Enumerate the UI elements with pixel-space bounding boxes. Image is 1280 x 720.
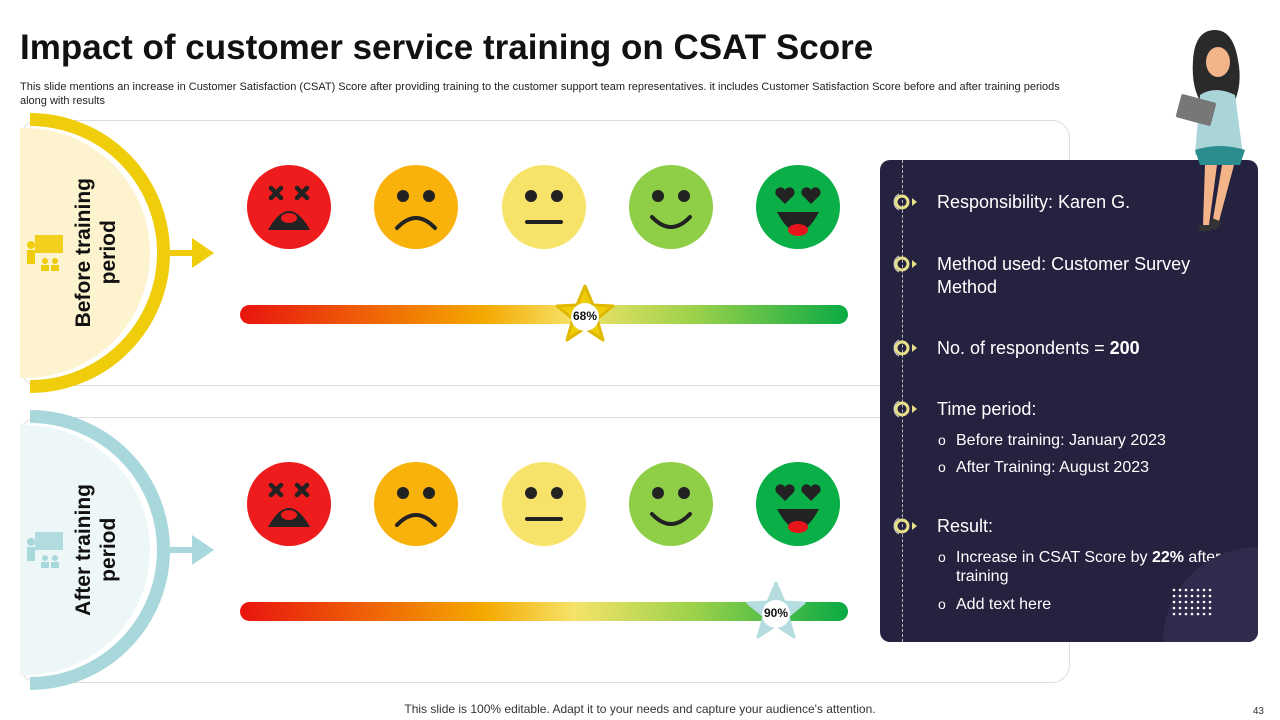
item-text: Time period:: [937, 399, 1037, 419]
sub-item: Before training: January 2023: [938, 431, 1228, 450]
page-title: Impact of customer service training on C…: [20, 28, 874, 67]
sub-item: Add text here: [938, 595, 1228, 614]
sub-item: Increase in CSAT Score by 22% after trai…: [938, 548, 1228, 586]
page-number: 43: [1252, 706, 1264, 717]
page-subtitle: This slide mentions an increase in Custo…: [20, 81, 1060, 107]
section-label: After training period: [68, 445, 124, 655]
dissatisfied-face-icon: [373, 461, 459, 547]
neutral-face-icon: [501, 164, 587, 250]
dissatisfied-face-icon: [373, 164, 459, 250]
details-panel: Responsibility: Karen G. Method used: Cu…: [880, 160, 1258, 642]
woman-with-laptop-illustration: [1175, 30, 1245, 231]
footer-text: This slide is 100% editable. Adapt it to…: [404, 702, 876, 716]
score-star-marker: 68%: [554, 283, 616, 345]
label-line: period: [97, 220, 120, 286]
bullet-target-icon: [893, 517, 917, 535]
score-star-marker: 90%: [745, 580, 807, 642]
label-line: period: [97, 517, 120, 583]
section-label: Before training period: [68, 148, 124, 358]
satisfied-face-icon: [628, 164, 714, 250]
training-presentation-icon: [27, 235, 63, 271]
section-arc: [29, 113, 170, 393]
arrow-right-icon: [170, 535, 214, 565]
training-presentation-icon: [27, 532, 63, 568]
item-text: No. of respondents = 200: [937, 337, 1237, 360]
neutral-face-icon: [501, 461, 587, 547]
bullet-target-icon: [893, 339, 917, 357]
item-text: Responsibility: Karen G.: [937, 192, 1131, 212]
respondents-value: 200: [1109, 338, 1140, 358]
very-satisfied-face-icon: [755, 461, 841, 547]
score-label: 90%: [763, 606, 789, 620]
very-dissatisfied-face-icon: [246, 164, 332, 250]
bullet-target-icon: [893, 193, 917, 211]
decorative-circle-dots: [1163, 547, 1258, 642]
very-satisfied-face-icon: [755, 164, 841, 250]
item-text: Result:: [937, 516, 994, 536]
respondents-label: No. of respondents =: [937, 338, 1110, 358]
arrow-right-icon: [170, 238, 214, 268]
score-label: 68%: [572, 309, 598, 323]
result-text: Increase in CSAT Score by: [956, 549, 1152, 566]
satisfied-face-icon: [628, 461, 714, 547]
timeline-line: [902, 160, 903, 642]
result-value: 22%: [1151, 549, 1184, 566]
item-text: Method used: Customer Survey Method: [937, 254, 1191, 297]
bullet-target-icon: [893, 255, 917, 273]
bullet-target-icon: [893, 400, 917, 418]
sub-item: After Training: August 2023: [938, 458, 1228, 477]
satisfaction-gradient-bar: [240, 602, 848, 621]
label-line: After training: [72, 484, 95, 616]
satisfaction-gradient-bar: [240, 305, 848, 324]
very-dissatisfied-face-icon: [246, 461, 332, 547]
label-line: Before training: [72, 178, 95, 328]
section-arc: [29, 410, 170, 690]
